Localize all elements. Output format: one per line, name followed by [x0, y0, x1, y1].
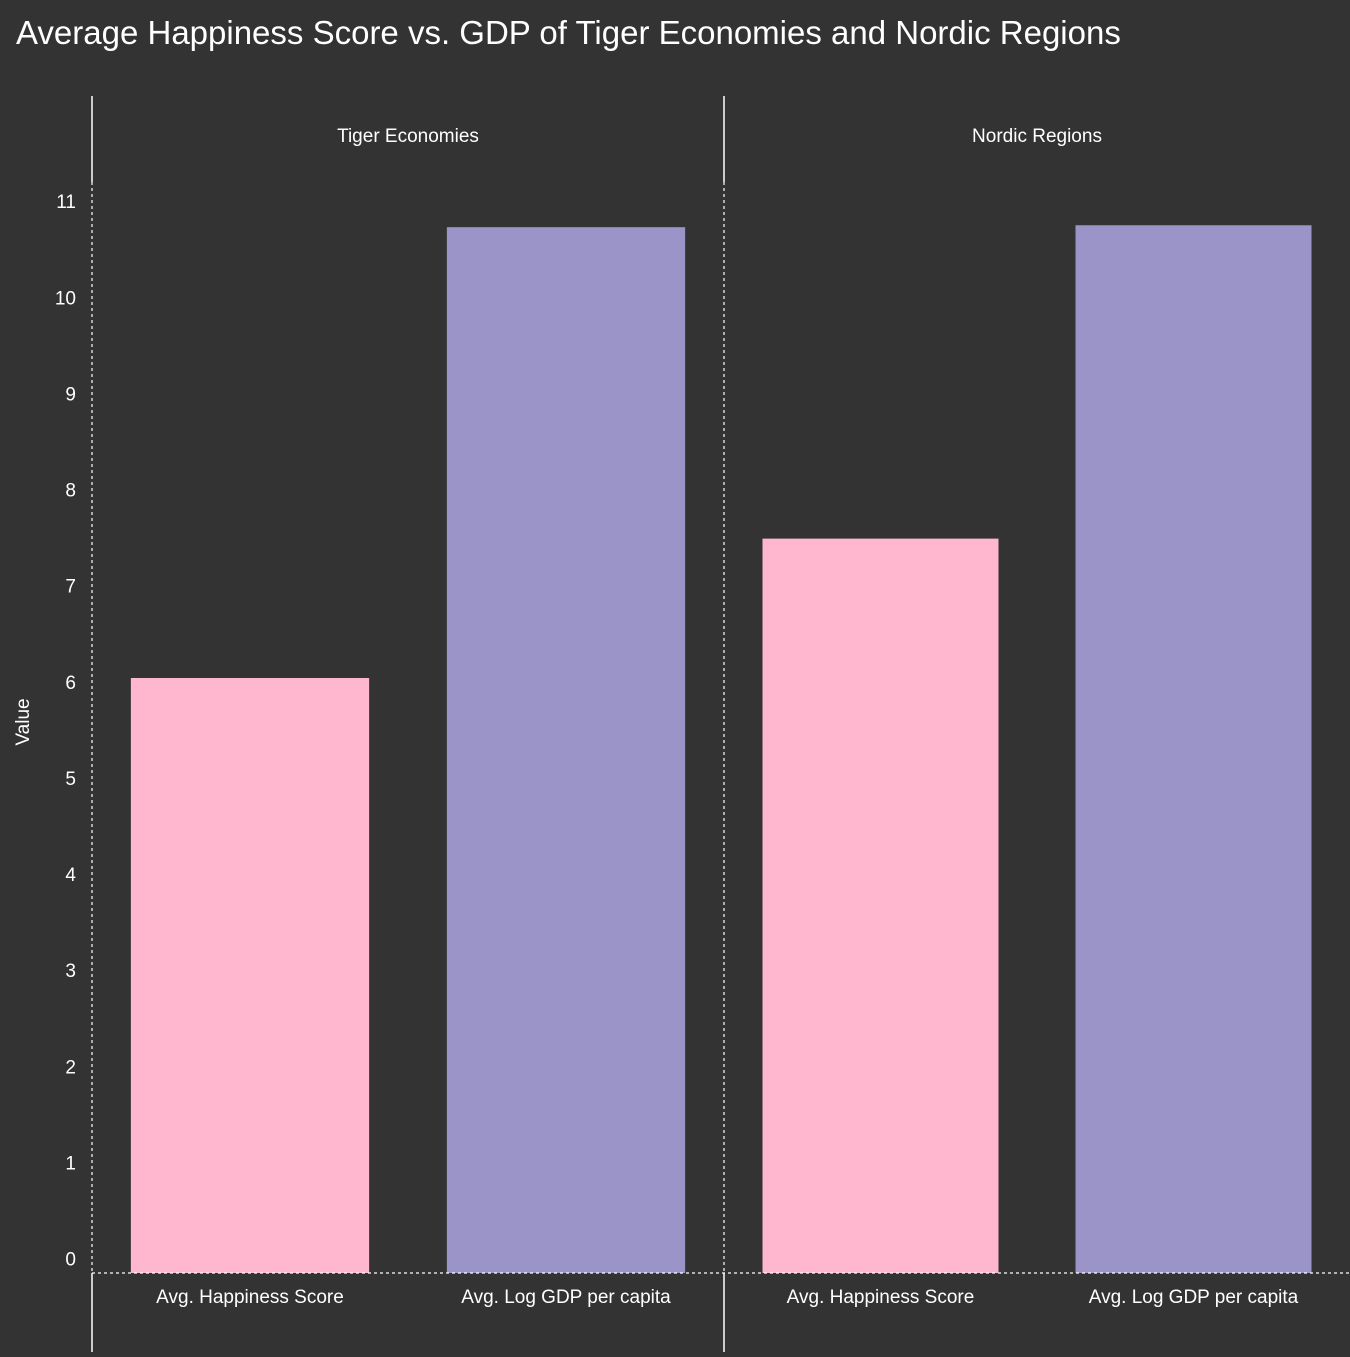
chart-title: Average Happiness Score vs. GDP of Tiger… — [16, 14, 1121, 51]
x-tick-label: Avg. Log GDP per capita — [461, 1287, 671, 1308]
plot-area: 0 1 2 3 4 5 6 7 8 9 10 11 Tiger Economies Avg. Happin… — [55, 96, 1350, 1352]
bar — [446, 227, 686, 1273]
y-tick-label: 7 — [65, 577, 76, 598]
y-tick-label: 6 — [65, 673, 76, 694]
bar — [130, 677, 370, 1273]
x-tick-label: Avg. Log GDP per capita — [1089, 1287, 1299, 1308]
y-tick-label: 0 — [65, 1250, 76, 1271]
y-tick-label: 8 — [65, 481, 76, 502]
y-tick-label: 1 — [65, 1153, 76, 1174]
y-tick-label: 4 — [65, 865, 76, 886]
x-tick-label: Avg. Happiness Score — [787, 1287, 975, 1308]
panel-title: Tiger Economies — [337, 126, 479, 147]
y-tick-label: 3 — [65, 961, 76, 982]
y-tick-label: 11 — [56, 192, 76, 213]
panel-title: Nordic Regions — [972, 126, 1102, 147]
y-tick-label: 10 — [55, 288, 76, 309]
x-tick-label: Avg. Happiness Score — [156, 1287, 344, 1308]
bar — [762, 538, 999, 1273]
y-tick-label: 5 — [65, 769, 76, 790]
bar — [1075, 225, 1312, 1274]
y-tick-label: 9 — [65, 384, 76, 405]
y-tick-label: 2 — [65, 1057, 76, 1078]
y-axis-label: Value — [13, 698, 34, 745]
